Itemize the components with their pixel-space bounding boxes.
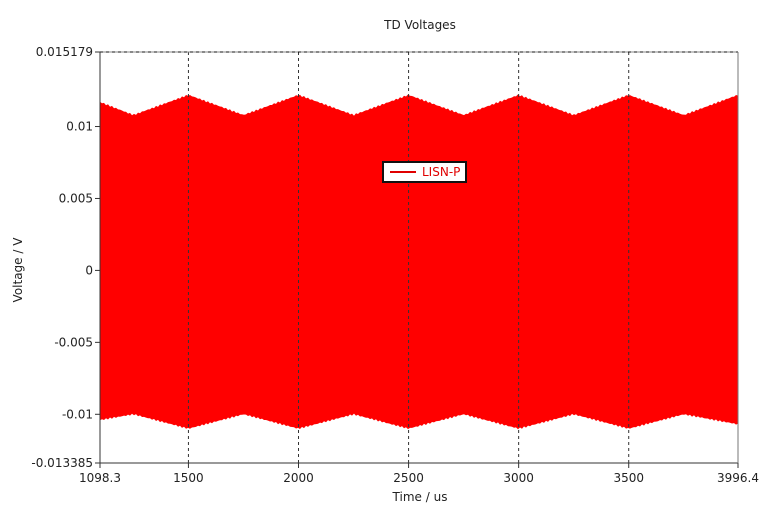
legend: LISN-P xyxy=(382,161,467,183)
y-tick-label: -0.013385 xyxy=(31,456,93,470)
legend-label: LISN-P xyxy=(422,165,461,179)
y-tick-label: 0.005 xyxy=(59,191,93,205)
x-tick-label: 3000 xyxy=(503,471,534,485)
legend-line-icon xyxy=(390,171,416,173)
series-lisn-p-area xyxy=(100,94,738,430)
x-tick-label: 1098.3 xyxy=(79,471,121,485)
x-tick-label: 3996.4 xyxy=(717,471,759,485)
chart-title: TD Voltages xyxy=(384,18,456,32)
x-tick-label: 1500 xyxy=(173,471,204,485)
x-axis-label: Time / us xyxy=(392,490,448,504)
y-tick-label: -0.005 xyxy=(54,335,93,349)
y-tick-label: 0.01 xyxy=(66,120,93,134)
x-tick-label: 2500 xyxy=(393,471,424,485)
y-tick-label: 0.015179 xyxy=(36,45,93,59)
y-tick-label: 0 xyxy=(85,263,93,277)
y-tick-label: -0.01 xyxy=(62,407,93,421)
x-tick-label: 2000 xyxy=(283,471,314,485)
x-tick-label: 3500 xyxy=(613,471,644,485)
